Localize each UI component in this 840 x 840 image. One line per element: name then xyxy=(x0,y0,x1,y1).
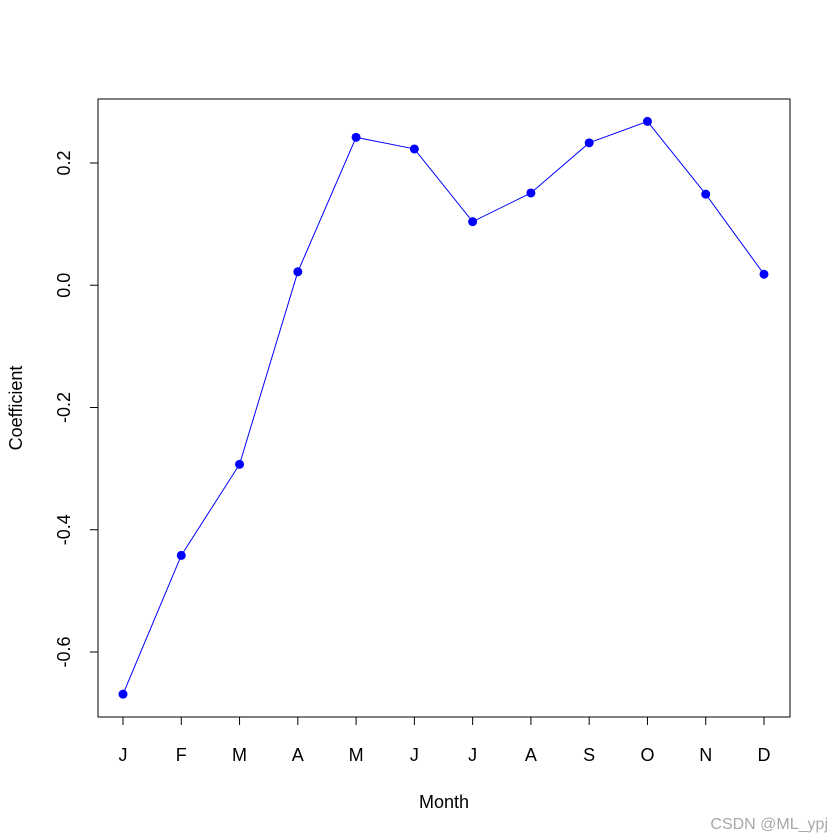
x-tick-label: A xyxy=(292,745,304,765)
data-point xyxy=(118,689,128,699)
x-tick-label: M xyxy=(232,745,247,765)
data-point xyxy=(351,132,361,142)
x-tick-label: O xyxy=(640,745,654,765)
y-tick-label: -0.2 xyxy=(54,392,74,423)
x-tick-label: F xyxy=(176,745,187,765)
series-line xyxy=(122,120,765,695)
y-tick-label: 0.2 xyxy=(54,150,74,175)
x-tick-label: N xyxy=(699,745,712,765)
data-point xyxy=(235,459,245,469)
x-axis-title: Month xyxy=(419,792,469,812)
data-point xyxy=(468,217,478,227)
x-tick-label: J xyxy=(468,745,477,765)
y-axis-title: Coefficient xyxy=(6,366,26,451)
data-point xyxy=(701,189,711,199)
x-tick-label: J xyxy=(410,745,419,765)
y-tick-label: -0.4 xyxy=(54,514,74,545)
data-point xyxy=(759,269,769,279)
data-point xyxy=(642,116,652,126)
series-layer xyxy=(118,116,769,699)
x-tick-label: M xyxy=(349,745,364,765)
data-point xyxy=(176,550,186,560)
data-point xyxy=(293,267,303,277)
y-axis: -0.6 -0.4 -0.2 0.0 0.2 xyxy=(54,150,99,668)
x-tick-label: A xyxy=(525,745,537,765)
watermark: CSDN @ML_ypj xyxy=(710,816,828,833)
x-tick-label: D xyxy=(758,745,771,765)
x-tick-label: J xyxy=(119,745,128,765)
data-point xyxy=(409,144,419,154)
y-tick-label: -0.6 xyxy=(54,636,74,667)
data-point xyxy=(526,188,536,198)
y-tick-label: 0.0 xyxy=(54,273,74,298)
x-tick-label: S xyxy=(583,745,595,765)
plot-frame xyxy=(97,98,791,718)
data-point xyxy=(584,138,594,148)
